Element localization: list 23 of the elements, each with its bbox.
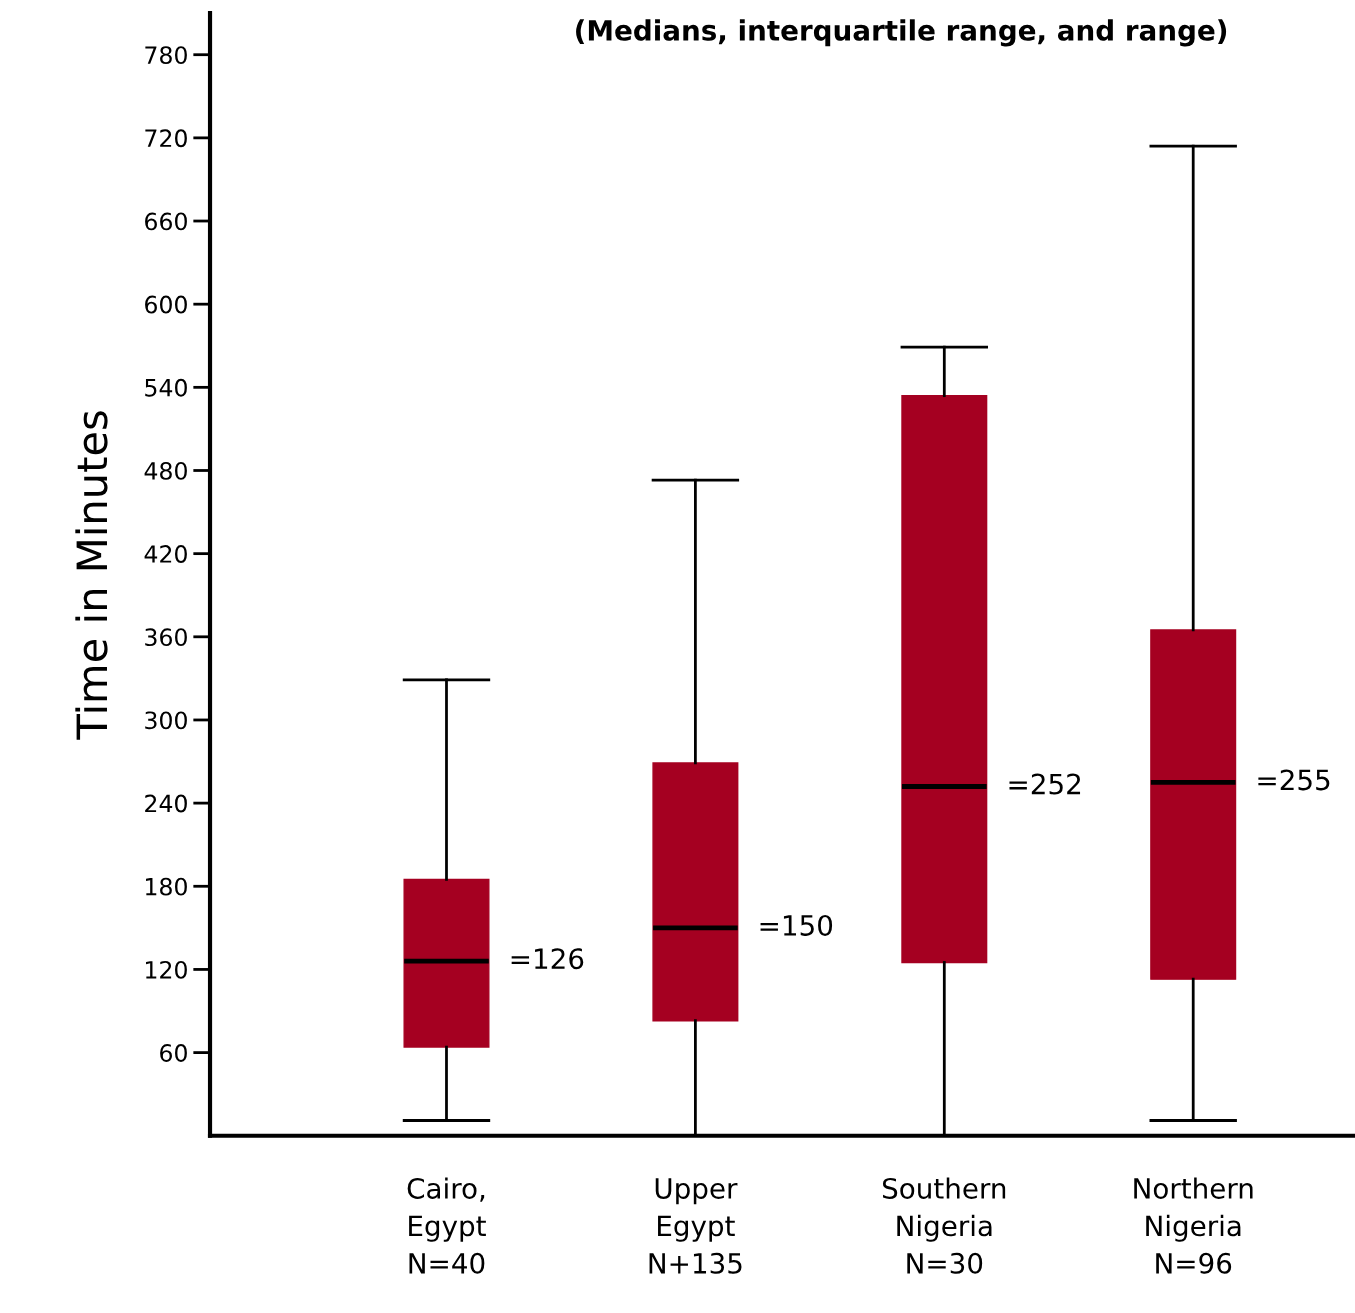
y-tick-label: 60 [160,1044,187,1062]
y-tick-label: 480 [144,461,187,480]
x-tick-label: Southern Nigeria N=30 [882,1177,1006,1274]
text: =126 [511,948,584,970]
x-tick-label: Upper Egypt N+135 [649,1178,742,1274]
y-tick-label: 360 [145,628,187,647]
y-tick-label: 720 [145,129,187,148]
text: =255 [1258,769,1330,791]
text: =150 [760,914,833,936]
y-tick-label: 120 [146,960,187,979]
y-tick-label: 300 [145,711,187,730]
y-tick-label: 600 [145,295,187,314]
y-tick-label: 780 [145,46,187,65]
x-tick-label: Cairo, Egypt N=40 [407,1177,486,1274]
y-tick-label: 240 [145,794,187,813]
y-axis-title: Time in Minutes [75,411,108,740]
y-tick-label: 540 [145,378,187,397]
y-tick-label: 420 [144,545,187,563]
y-tick-label: 180 [146,877,187,896]
text: =252 [1009,773,1081,795]
x-tick-label: Northern Nigeria N=96 [1134,1177,1253,1274]
y-tick-label: 660 [145,212,187,231]
chart-title: (Medians, interquartile range, and range) [576,19,1227,47]
